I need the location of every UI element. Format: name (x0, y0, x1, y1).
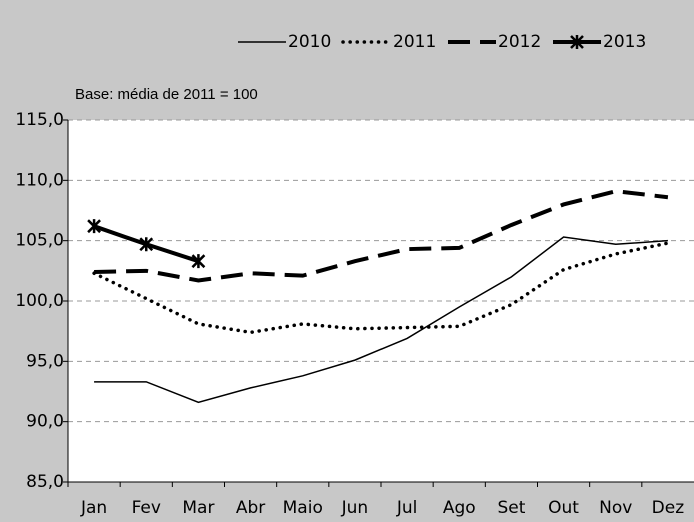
legend-label: 2013 (603, 32, 646, 52)
x-tick-label: Jun (341, 498, 369, 518)
x-tick-label: Fev (132, 498, 161, 518)
plot-area (68, 120, 694, 482)
x-tick-label: Set (497, 498, 525, 518)
point-marker (191, 254, 206, 269)
y-tick-label: 105,0 (15, 231, 64, 251)
series-line (94, 189, 669, 283)
series-line (92, 241, 670, 335)
legend-marker (570, 35, 584, 49)
x-tick-label: Jul (396, 498, 418, 518)
series-line (94, 236, 668, 404)
point-marker (139, 237, 154, 252)
x-tick-label: Out (548, 498, 579, 518)
point-marker (87, 219, 101, 234)
x-tick-label: Dez (652, 498, 685, 518)
y-tick-label: 85,0 (26, 472, 64, 492)
annotation: Base: média de 2011 = 100 (75, 86, 258, 103)
y-tick-label: 90,0 (26, 412, 64, 432)
legend-label: 2011 (393, 32, 436, 52)
y-tick-label: 95,0 (26, 351, 64, 371)
y-tick-label: 110,0 (15, 170, 64, 190)
x-tick-label: Mar (182, 498, 214, 518)
legend-label: 2012 (498, 32, 541, 52)
x-tick-label: Ago (443, 498, 476, 518)
y-tick-label: 115,0 (15, 110, 64, 130)
x-tick-label: Abr (236, 498, 265, 518)
legend-label: 2010 (288, 32, 331, 52)
y-tick-label: 100,0 (15, 291, 64, 311)
x-tick-label: Maio (283, 498, 323, 518)
x-tick-label: Jan (80, 498, 107, 518)
x-tick-label: Nov (599, 498, 632, 518)
